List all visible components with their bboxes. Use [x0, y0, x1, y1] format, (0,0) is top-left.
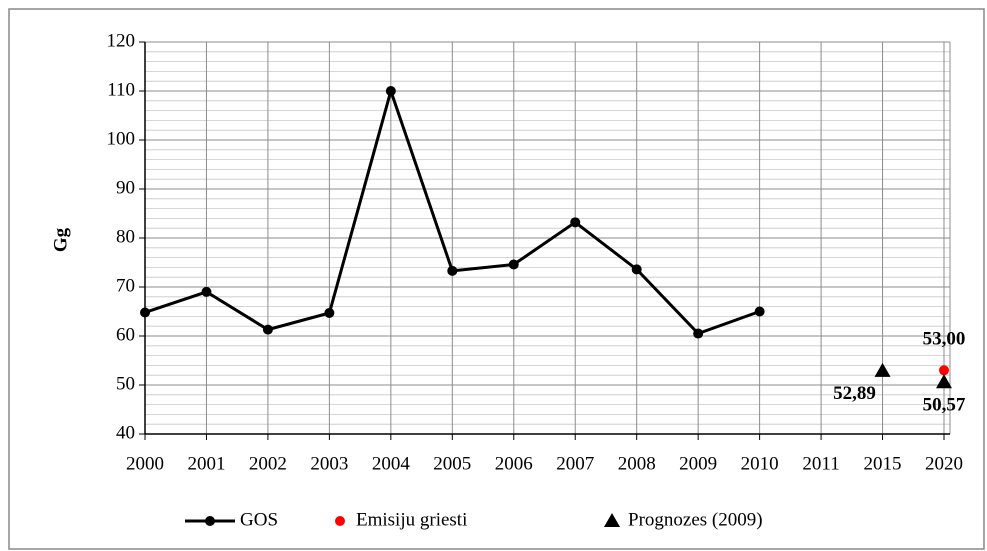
- point-marker: [508, 259, 519, 270]
- y-axis-label: Gg: [50, 227, 71, 252]
- point-marker: [570, 217, 581, 228]
- y-tick-label: 90: [116, 177, 135, 198]
- x-tick-label: 2001: [187, 453, 225, 474]
- x-tick-label: 2005: [433, 453, 471, 474]
- point-marker: [631, 264, 642, 275]
- point-marker: [754, 306, 765, 317]
- triangle-marker: [874, 362, 891, 377]
- point-marker: [335, 516, 345, 526]
- triangle-marker: [604, 513, 620, 527]
- x-tick-label: 2011: [802, 453, 839, 474]
- y-tick-label: 100: [107, 128, 136, 149]
- x-tick-label: 2015: [864, 453, 902, 474]
- x-tick-label: 2003: [310, 453, 348, 474]
- point-marker: [140, 307, 150, 318]
- data-label: 52,89: [833, 383, 876, 404]
- y-tick-label: 50: [116, 373, 135, 394]
- y-tick-label: 60: [116, 324, 135, 345]
- point-marker: [324, 307, 335, 318]
- x-tick-label: 2004: [372, 453, 411, 474]
- x-tick-label: 2010: [741, 453, 779, 474]
- point-marker: [205, 516, 215, 526]
- y-tick-label: 110: [107, 79, 135, 100]
- data-label: 53,00: [923, 329, 966, 350]
- x-tick-label: 2000: [126, 453, 164, 474]
- point-marker: [201, 286, 212, 297]
- point-marker: [385, 86, 396, 96]
- y-tick-label: 40: [116, 422, 135, 443]
- point-marker: [447, 265, 458, 276]
- y-tick-label: 80: [116, 226, 135, 247]
- x-tick-label: 2006: [495, 453, 533, 474]
- x-tick-label: 2009: [679, 453, 717, 474]
- x-tick-label: 2008: [618, 453, 656, 474]
- point-marker: [262, 324, 273, 335]
- data-label: 50,57: [923, 395, 966, 416]
- point-marker: [693, 328, 704, 339]
- x-tick-label: 2007: [556, 453, 594, 474]
- x-tick-label: 2020: [925, 453, 963, 474]
- y-tick-label: 70: [116, 275, 135, 296]
- legend-label: GOS: [240, 509, 278, 530]
- triangle-marker: [936, 374, 952, 389]
- x-tick-label: 2002: [249, 453, 287, 474]
- y-tick-label: 120: [107, 30, 136, 51]
- legend-label: Prognozes (2009): [628, 509, 763, 530]
- point-marker: [939, 365, 949, 376]
- legend-label: Emisiju griesti: [356, 509, 467, 530]
